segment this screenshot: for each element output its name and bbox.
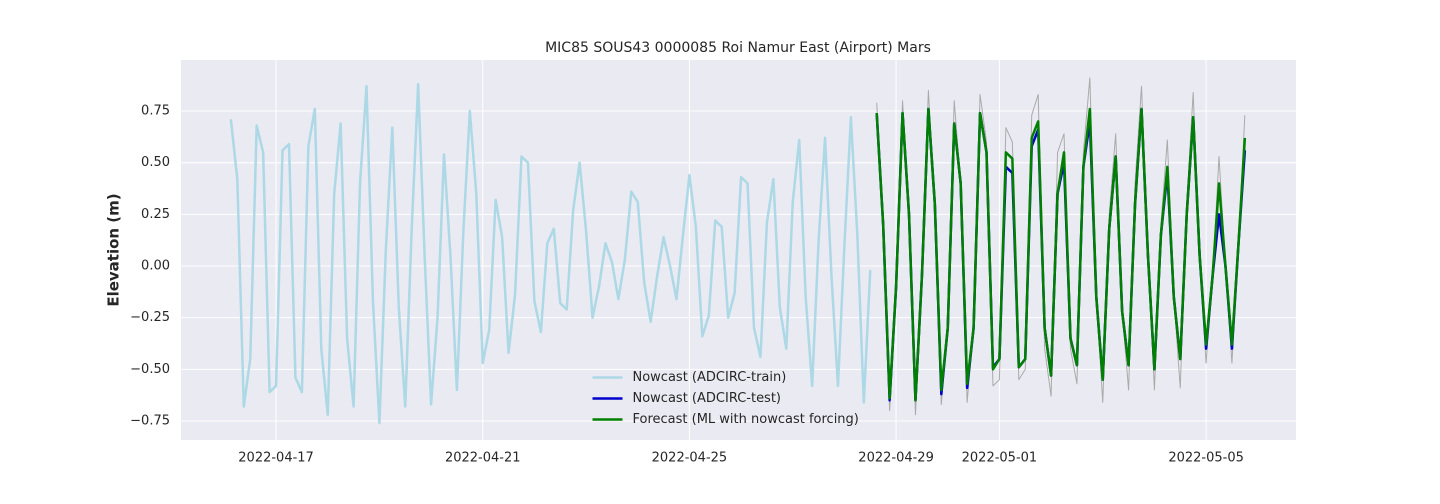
y-tick-label: 0.00 bbox=[141, 259, 170, 274]
legend-label: Nowcast (ADCIRC-train) bbox=[633, 370, 787, 385]
x-tick-label: 2022-05-01 bbox=[962, 451, 1038, 466]
y-tick-label: −0.75 bbox=[130, 413, 170, 428]
y-tick-label: 0.75 bbox=[141, 104, 170, 119]
x-tick-label: 2022-04-29 bbox=[858, 451, 934, 466]
data-line bbox=[229, 82, 872, 425]
y-tick-label: 0.25 bbox=[141, 207, 170, 222]
y-tick-label: 0.50 bbox=[141, 155, 170, 170]
chart-title: MIC85 SOUS43 0000085 Roi Namur East (Air… bbox=[545, 40, 931, 56]
y-tick-label: −0.25 bbox=[130, 310, 170, 325]
x-tick-label: 2022-04-25 bbox=[652, 451, 728, 466]
legend: Nowcast (ADCIRC-train) Nowcast (ADCIRC-te… bbox=[592, 370, 859, 427]
tick-labels: 0.75 0.50 0.25 0.00 −0.25 −0.50 −0.75 2022-04-1… bbox=[130, 104, 1244, 466]
lines bbox=[229, 77, 1247, 425]
y-axis-label: Elevation (m) bbox=[105, 193, 123, 306]
x-tick-label: 2022-05-05 bbox=[1168, 451, 1244, 466]
x-tick-label: 2022-04-21 bbox=[445, 451, 521, 466]
y-tick-label: −0.50 bbox=[130, 362, 170, 377]
legend-label: Forecast (ML with nowcast forcing) bbox=[633, 412, 859, 427]
data-line bbox=[875, 107, 1247, 402]
legend-label: Nowcast (ADCIRC-test) bbox=[633, 391, 782, 406]
x-tick-label: 2022-04-17 bbox=[238, 451, 314, 466]
